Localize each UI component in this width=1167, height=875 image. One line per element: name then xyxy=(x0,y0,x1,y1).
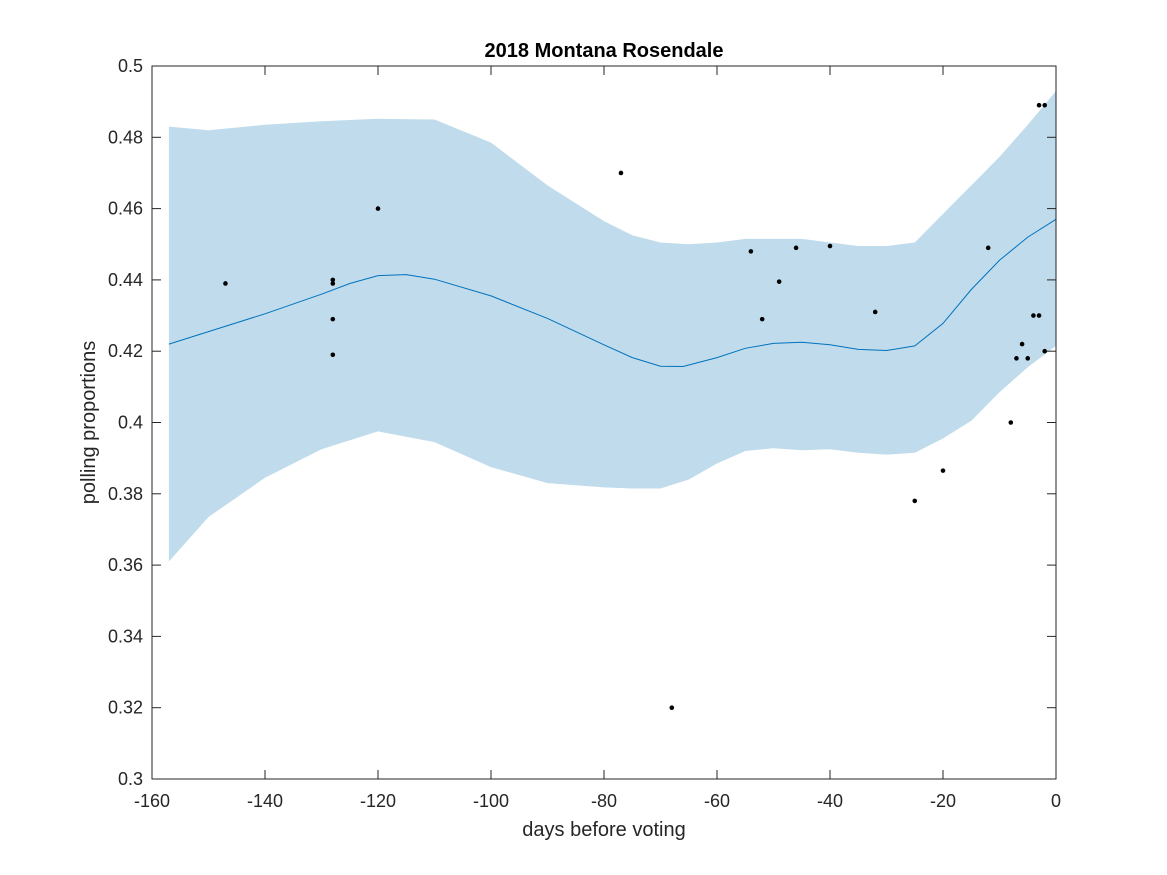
x-axis-label: days before voting xyxy=(522,819,685,841)
poll-point xyxy=(759,316,765,322)
poll-point xyxy=(1008,420,1014,425)
y-tick-label: 0.48 xyxy=(108,127,143,147)
poll-point xyxy=(940,468,946,473)
poll-point xyxy=(330,352,336,358)
x-tick-label: -40 xyxy=(817,791,843,811)
y-tick-label: 0.36 xyxy=(108,555,143,575)
poll-point xyxy=(1025,356,1031,361)
y-tick-label: 0.42 xyxy=(108,341,143,361)
poll-point xyxy=(776,279,782,284)
poll-point xyxy=(912,498,918,504)
poll-point xyxy=(669,705,675,710)
poll-point xyxy=(793,245,799,251)
y-axis-ticks: 0.3 0.32 0.34 0.36 0.38 0.4 0.42 0.44 0.46 0.48 0.… xyxy=(108,56,1056,789)
y-tick-label: 0.3 xyxy=(118,769,143,789)
poll-point xyxy=(872,309,878,315)
poll-points xyxy=(223,102,1047,710)
x-axis-ticks: -160 -140 -120 -100 -80 -60 -40 -20 0 xyxy=(134,66,1061,811)
poll-point xyxy=(330,277,336,283)
y-tick-label: 0.32 xyxy=(108,698,143,718)
y-tick-label: 0.44 xyxy=(108,270,143,290)
poll-point xyxy=(330,281,336,286)
poll-point xyxy=(1042,102,1047,108)
x-tick-label: -100 xyxy=(473,791,509,811)
poll-point xyxy=(1031,313,1036,318)
poll-point xyxy=(1036,102,1042,108)
y-tick-label: 0.46 xyxy=(108,199,143,219)
poll-point xyxy=(827,243,833,249)
confidence-band xyxy=(168,91,1056,562)
x-tick-label: -80 xyxy=(591,791,617,811)
poll-point xyxy=(748,249,754,254)
poll-point xyxy=(223,281,228,286)
chart-title: 2018 Montana Rosendale xyxy=(485,40,724,62)
poll-point xyxy=(1036,313,1042,318)
poll-point xyxy=(1042,348,1047,354)
y-tick-label: 0.34 xyxy=(108,626,143,646)
x-tick-label: -140 xyxy=(247,791,283,811)
poll-point xyxy=(1014,356,1019,361)
y-tick-label: 0.5 xyxy=(118,56,143,76)
x-tick-label: 0 xyxy=(1051,791,1061,811)
poll-point xyxy=(1019,341,1025,347)
x-tick-label: -120 xyxy=(360,791,396,811)
y-axis-label: polling proportions xyxy=(78,341,100,504)
trend-line xyxy=(168,218,1057,368)
plot-area xyxy=(168,91,1057,710)
poll-point xyxy=(985,245,991,251)
x-tick-label: -60 xyxy=(704,791,730,811)
poll-point xyxy=(375,206,381,211)
x-tick-label: -160 xyxy=(134,791,170,811)
x-tick-label: -20 xyxy=(930,791,956,811)
poll-point xyxy=(330,316,336,322)
y-tick-label: 0.38 xyxy=(108,484,143,504)
y-tick-label: 0.4 xyxy=(118,413,143,433)
poll-point xyxy=(618,170,624,176)
